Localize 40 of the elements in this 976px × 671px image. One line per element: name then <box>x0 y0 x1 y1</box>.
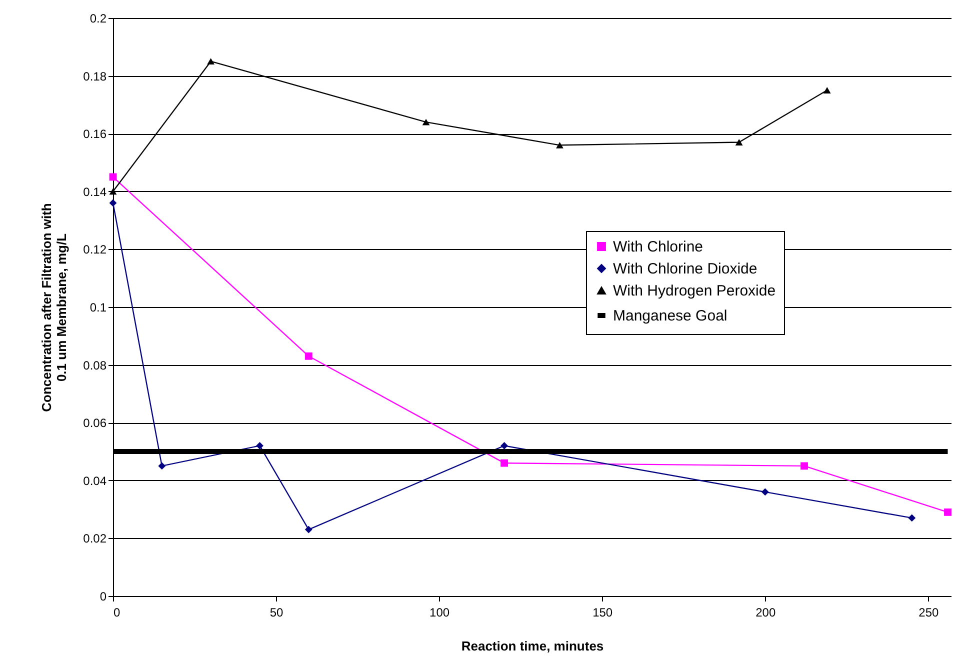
legend-label: With Hydrogen Peroxide <box>613 282 776 300</box>
point <box>761 488 769 496</box>
y-axis-title: Concentration after Filtration with 0.1 um Membrane, mg/L <box>39 203 70 412</box>
y-tick-label: 0.08 <box>83 358 107 372</box>
point <box>823 87 831 94</box>
y-tick-label: 0.14 <box>83 184 107 199</box>
point <box>944 508 952 516</box>
point <box>735 139 743 146</box>
x-tick-label: 100 <box>430 606 450 620</box>
x-tick-label: 50 <box>270 606 284 620</box>
x-tick-label: 0 <box>114 606 120 620</box>
y-tick-label: 0.04 <box>83 474 107 488</box>
y-tick-label: 0 <box>100 590 107 604</box>
x-axis-title: Reaction time, minutes <box>461 638 604 654</box>
y-tick-label: 0.2 <box>90 12 107 26</box>
point <box>256 442 264 450</box>
point <box>500 459 508 467</box>
point <box>422 118 430 126</box>
point <box>304 526 312 534</box>
point <box>109 199 117 207</box>
point <box>556 142 564 148</box>
y-tick-label: 0.18 <box>83 69 107 84</box>
x-tick-label: 200 <box>756 606 776 620</box>
point <box>800 462 808 470</box>
legend-label: With Chlorine <box>613 238 704 256</box>
point <box>207 58 215 65</box>
point <box>500 442 508 450</box>
legend-label: Manganese Goal <box>613 308 728 324</box>
x-tick-label: 150 <box>592 606 613 620</box>
point <box>158 462 166 470</box>
y-tick-label: 0.1 <box>90 300 107 314</box>
y-tick-label: 0.02 <box>83 532 107 546</box>
point <box>109 173 117 181</box>
legend-label: With Chlorine Dioxide <box>613 260 758 278</box>
x-tick-label: 250 <box>918 606 940 620</box>
point <box>304 352 312 360</box>
point <box>908 514 916 522</box>
y-tick-label: 0.12 <box>83 242 107 257</box>
y-tick-label: 0.16 <box>83 127 107 142</box>
y-tick-label: 0.06 <box>83 416 107 430</box>
